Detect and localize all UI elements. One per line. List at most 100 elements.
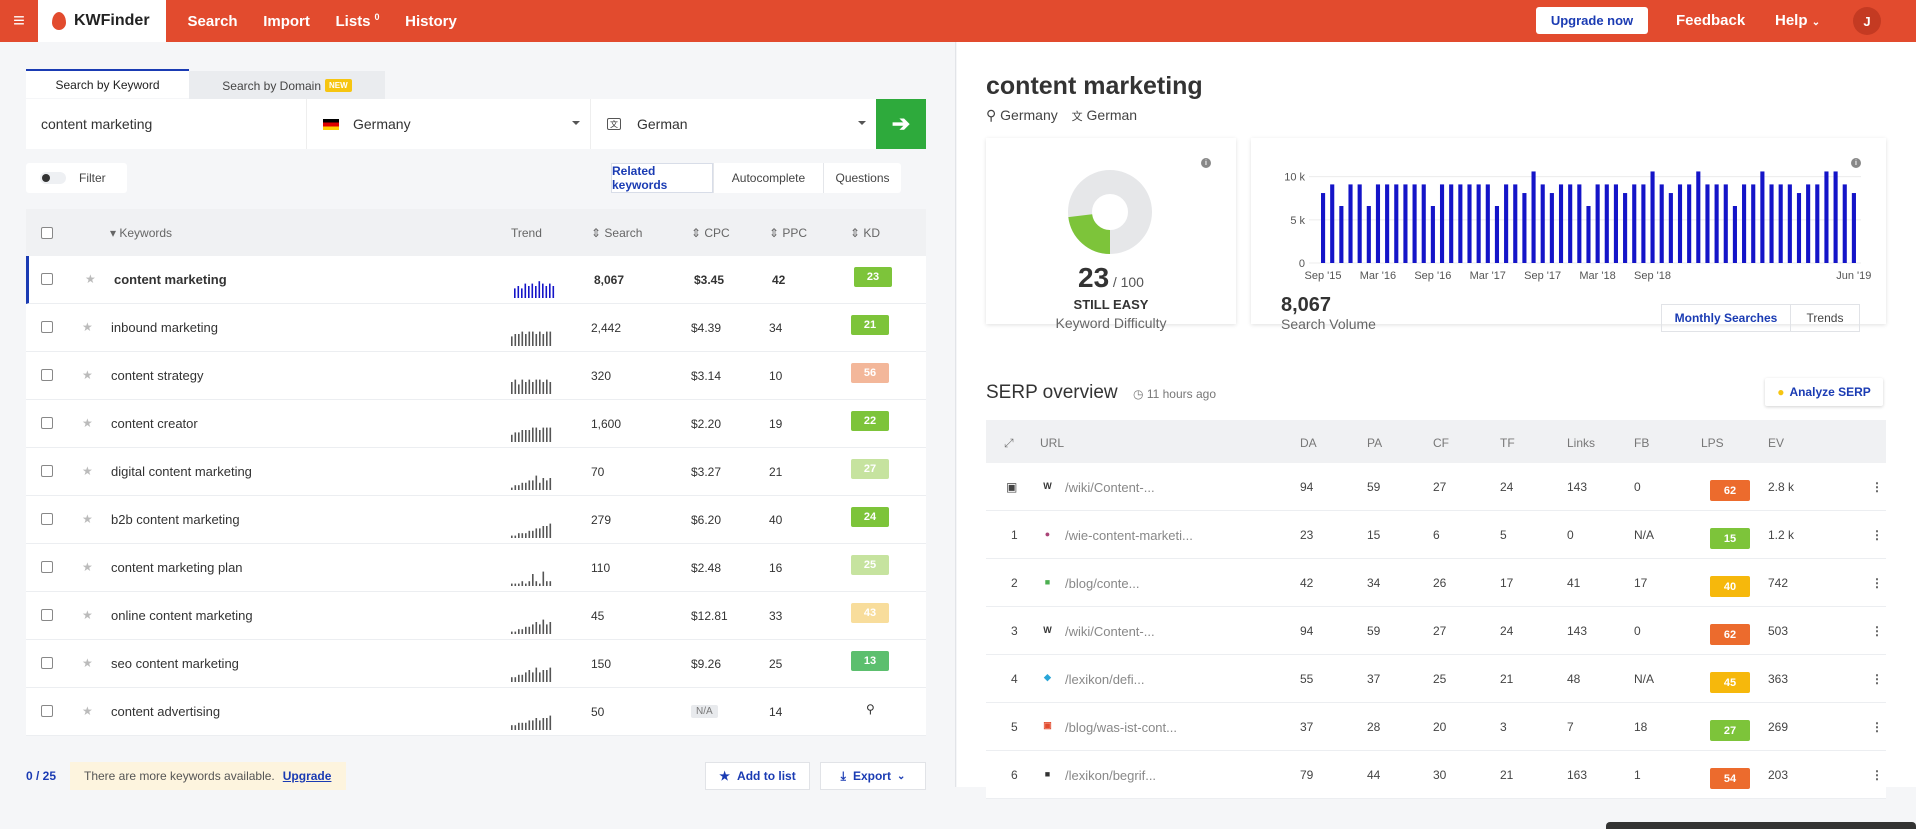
star-icon[interactable]: ★ — [82, 560, 93, 574]
volume-bar[interactable] — [1366, 206, 1371, 263]
volume-bar[interactable] — [1742, 184, 1747, 263]
volume-bar[interactable] — [1430, 206, 1435, 263]
volume-bar[interactable] — [1321, 193, 1326, 263]
volume-bar[interactable] — [1339, 206, 1344, 263]
star-icon[interactable]: ★ — [85, 272, 96, 286]
volume-bar[interactable] — [1796, 193, 1802, 263]
volume-bar[interactable] — [1824, 171, 1829, 263]
search-go-button[interactable]: ➔ — [876, 99, 926, 149]
analyze-serp-button[interactable]: ● Analyze SERP — [1765, 378, 1883, 406]
keyword-row[interactable]: ★ content marketing plan 110 $2.48 16 25 — [26, 544, 926, 592]
volume-bar[interactable] — [1476, 184, 1481, 263]
volume-bar[interactable] — [1723, 184, 1728, 263]
volume-bar[interactable] — [1769, 184, 1774, 263]
tab-search-by-keyword[interactable]: Search by Keyword — [26, 69, 189, 98]
info-icon[interactable]: i — [1201, 158, 1211, 168]
more-options-icon[interactable]: ⋮ — [1871, 720, 1883, 734]
row-checkbox[interactable] — [41, 417, 53, 429]
more-options-icon[interactable]: ⋮ — [1871, 576, 1883, 590]
tab-monthly-searches[interactable]: Monthly Searches — [1674, 311, 1778, 325]
keyword-text[interactable]: seo content marketing — [111, 656, 239, 671]
volume-bar[interactable] — [1714, 184, 1719, 263]
star-icon[interactable]: ★ — [82, 416, 93, 430]
hamburger-menu-icon[interactable]: ≡ — [13, 9, 25, 32]
star-icon[interactable]: ★ — [82, 464, 93, 478]
keyword-row[interactable]: ★ content strategy 320 $3.14 10 56 — [26, 352, 926, 400]
volume-bar[interactable] — [1677, 184, 1683, 263]
volume-bar[interactable] — [1623, 193, 1628, 263]
volume-bar[interactable] — [1540, 184, 1545, 263]
volume-bar[interactable] — [1485, 184, 1490, 263]
volume-bar[interactable] — [1513, 184, 1518, 263]
volume-bar[interactable] — [1641, 184, 1646, 263]
keyword-row[interactable]: ★ digital content marketing 70 $3.27 21 27 — [26, 448, 926, 496]
volume-bar[interactable] — [1357, 184, 1362, 263]
volume-bar[interactable] — [1421, 184, 1426, 263]
star-icon[interactable]: ★ — [82, 608, 93, 622]
serp-url[interactable]: takeoffpr.com/blog/was-ist-cont... — [1065, 720, 1275, 735]
nav-import[interactable]: Import — [263, 13, 310, 30]
serp-url[interactable]: onlinemarketing.de/lexikon/defi... — [1065, 672, 1275, 687]
volume-bar[interactable] — [1815, 184, 1820, 263]
info-icon[interactable]: i — [1851, 158, 1861, 168]
volume-bar[interactable] — [1659, 184, 1664, 263]
volume-bar[interactable] — [1632, 184, 1637, 263]
volume-bar[interactable] — [1504, 184, 1509, 263]
row-checkbox[interactable] — [41, 321, 53, 333]
volume-bar[interactable] — [1806, 184, 1811, 263]
serp-url[interactable]: sem-deutschland.de/blog/conte... — [1065, 576, 1275, 591]
more-options-icon[interactable]: ⋮ — [1871, 528, 1883, 542]
volume-bar[interactable] — [1687, 184, 1692, 263]
volume-bar[interactable] — [1604, 184, 1609, 263]
scrollbar[interactable] — [1606, 822, 1916, 829]
volume-bar[interactable] — [1403, 184, 1408, 263]
volume-bar[interactable] — [1732, 206, 1737, 263]
volume-bar[interactable] — [1522, 193, 1527, 263]
volume-bar[interactable] — [1330, 184, 1335, 263]
keyword-text[interactable]: content strategy — [111, 368, 204, 383]
col-search[interactable]: ⇕ Search — [591, 226, 643, 240]
star-icon[interactable]: ★ — [82, 368, 93, 382]
more-options-icon[interactable]: ⋮ — [1871, 768, 1883, 782]
volume-bar[interactable] — [1577, 184, 1582, 263]
keyword-text[interactable]: b2b content marketing — [111, 512, 240, 527]
col-keywords[interactable]: ▾ Keywords — [110, 226, 173, 240]
serp-url[interactable]: gruenderszene.de/lexikon/begrif... — [1065, 768, 1275, 783]
tab-related-keywords[interactable]: Related keywords — [611, 163, 713, 193]
volume-bar[interactable] — [1751, 184, 1756, 263]
keyword-text[interactable]: content marketing — [114, 272, 227, 287]
nav-history[interactable]: History — [405, 13, 457, 30]
volume-bar[interactable] — [1439, 184, 1445, 263]
keyword-input[interactable] — [26, 99, 306, 149]
row-checkbox[interactable] — [41, 657, 53, 669]
keyword-row[interactable]: ★ content creator 1,600 $2.20 19 22 — [26, 400, 926, 448]
volume-bar[interactable] — [1650, 171, 1655, 263]
volume-bar[interactable] — [1348, 184, 1353, 263]
export-button[interactable]: ⤓ Export ⌄ — [820, 762, 926, 790]
location-select[interactable]: Germany — [306, 99, 590, 149]
col-cpc[interactable]: ⇕ CPC — [691, 226, 730, 240]
nav-search[interactable]: Search — [187, 13, 238, 30]
volume-bar[interactable] — [1595, 184, 1600, 263]
volume-bar[interactable] — [1558, 184, 1564, 263]
language-select[interactable]: 文 German — [590, 99, 876, 149]
volume-bar[interactable] — [1394, 184, 1399, 263]
search-icon[interactable]: ⚲ — [866, 702, 875, 716]
keyword-text[interactable]: content advertising — [111, 704, 221, 719]
add-to-list-button[interactable]: ★ Add to list — [705, 762, 810, 790]
help-menu[interactable]: Help ⌄ — [1775, 12, 1820, 29]
volume-bar[interactable] — [1778, 184, 1783, 263]
expand-icon[interactable]: ⤢ — [1004, 436, 1014, 450]
volume-bar[interactable] — [1412, 184, 1417, 263]
feedback-link[interactable]: Feedback — [1676, 12, 1746, 29]
serp-url[interactable]: de.wikipedia.org/wiki/Content-... — [1065, 480, 1275, 495]
volume-bar[interactable] — [1760, 171, 1765, 263]
star-icon[interactable]: ★ — [82, 656, 93, 670]
volume-bar[interactable] — [1375, 184, 1381, 263]
more-options-icon[interactable]: ⋮ — [1871, 480, 1883, 494]
row-checkbox[interactable] — [41, 513, 53, 525]
keyword-row[interactable]: ★ online content marketing 45 $12.81 33 43 — [26, 592, 926, 640]
star-icon[interactable]: ★ — [82, 512, 93, 526]
volume-bar[interactable] — [1696, 171, 1701, 263]
volume-bar[interactable] — [1705, 184, 1710, 263]
